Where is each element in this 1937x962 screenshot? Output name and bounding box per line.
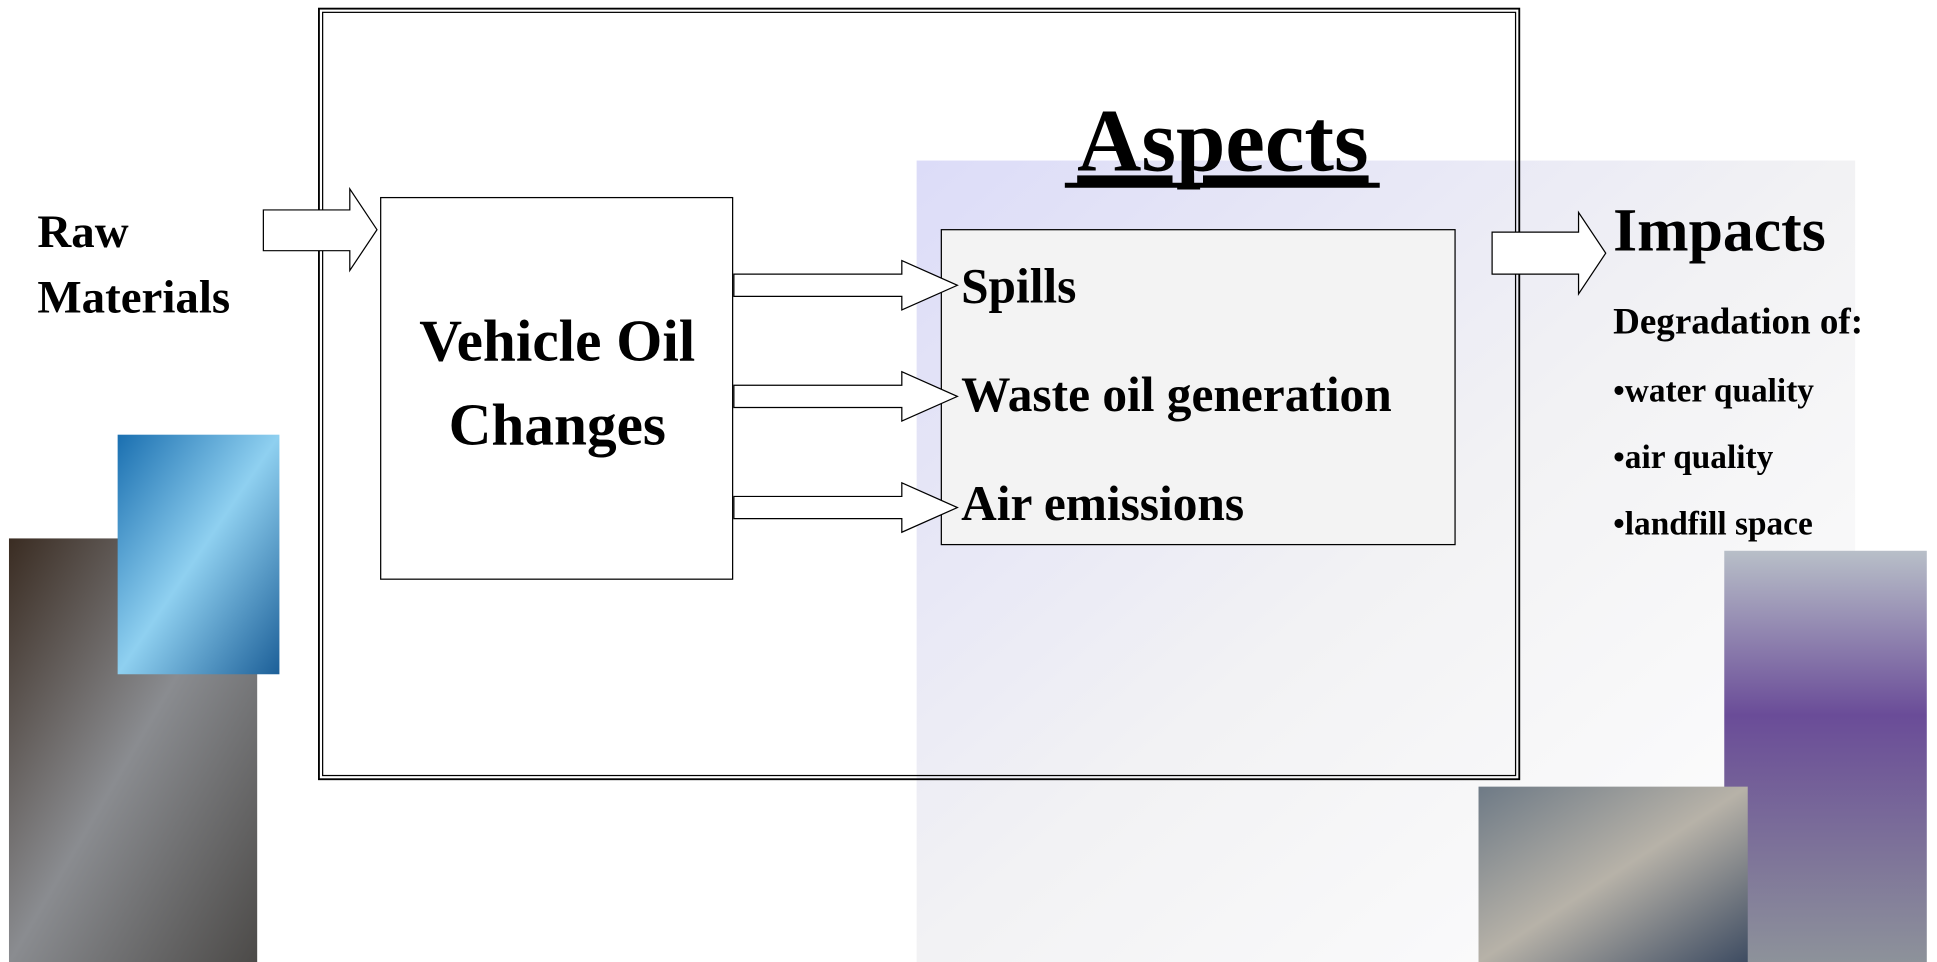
impacts-title: Impacts [1613,197,1826,265]
aspects-title: Aspects [1077,92,1368,190]
impact-item: •air quality [1613,439,1773,476]
photo-cable [118,435,280,675]
aspect-item: Waste oil generation [961,367,1392,422]
process-box [381,198,733,580]
process-label: Changes [449,392,666,458]
aspect-item: Spills [961,259,1076,314]
impacts-subtitle: Degradation of: [1613,301,1863,342]
impact-item: •water quality [1613,372,1814,409]
slide: Raw Materials Vehicle Oil Changes Aspect… [0,0,1937,962]
photo-worker [1479,787,1748,962]
impact-item: •landfill space [1613,506,1813,543]
aspect-item: Air emissions [961,476,1244,531]
page: Raw Materials Vehicle Oil Changes Aspect… [0,0,1937,962]
input-label: Materials [37,271,230,323]
photo-aircraft [1724,551,1927,962]
input-arrow [263,189,377,271]
input-label: Raw [37,206,128,258]
process-label: Vehicle Oil [419,308,695,374]
